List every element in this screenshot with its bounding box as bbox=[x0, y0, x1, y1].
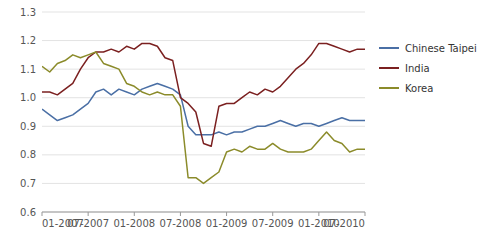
y-tick-label: 1.2 bbox=[20, 35, 36, 46]
x-tick bbox=[88, 212, 89, 216]
x-tick bbox=[42, 212, 43, 216]
plot-area bbox=[42, 43, 365, 183]
grid-line bbox=[42, 12, 365, 13]
x-tick bbox=[226, 212, 227, 216]
y-tick-label: 1.1 bbox=[20, 64, 36, 75]
y-tick-label: 1.3 bbox=[20, 7, 36, 18]
y-grid bbox=[42, 12, 365, 212]
x-tick bbox=[180, 212, 181, 216]
grid-line bbox=[42, 69, 365, 70]
x-tick-label: 07-2008 bbox=[160, 218, 202, 229]
y-tick-label: 0.9 bbox=[20, 121, 36, 132]
x-tick-label: 07-2010 bbox=[323, 218, 365, 229]
legend-label: Korea bbox=[405, 83, 433, 94]
grid-line bbox=[42, 212, 365, 213]
chart: 0.60.70.80.91.01.11.21.301-200707-200701… bbox=[0, 0, 500, 243]
series-line bbox=[42, 83, 365, 134]
x-tick-label: 07-2009 bbox=[252, 218, 294, 229]
y-tick-label: 0.6 bbox=[20, 207, 36, 218]
y-tick-label: 0.7 bbox=[20, 178, 36, 189]
x-tick bbox=[272, 212, 273, 216]
x-tick bbox=[365, 212, 366, 216]
legend: Chinese Taipei India Korea bbox=[379, 43, 477, 94]
x-tick-label: 01-2009 bbox=[206, 218, 248, 229]
legend-swatch bbox=[379, 67, 399, 69]
series-line bbox=[42, 52, 365, 183]
series-line bbox=[42, 43, 365, 146]
y-tick-label: 0.8 bbox=[20, 149, 36, 160]
x-tick bbox=[134, 212, 135, 216]
x-tick-label: 01-2008 bbox=[113, 218, 155, 229]
grid-line bbox=[42, 154, 365, 155]
legend-swatch bbox=[379, 47, 399, 49]
x-axis-line bbox=[42, 212, 365, 213]
legend-label: Chinese Taipei bbox=[405, 43, 477, 54]
x-tick bbox=[318, 212, 319, 216]
grid-line bbox=[42, 97, 365, 98]
y-tick-label: 1.0 bbox=[20, 92, 36, 103]
x-tick-label: 07-2007 bbox=[67, 218, 109, 229]
legend-label: India bbox=[405, 63, 430, 74]
grid-line bbox=[42, 40, 365, 41]
legend-swatch bbox=[379, 87, 399, 89]
